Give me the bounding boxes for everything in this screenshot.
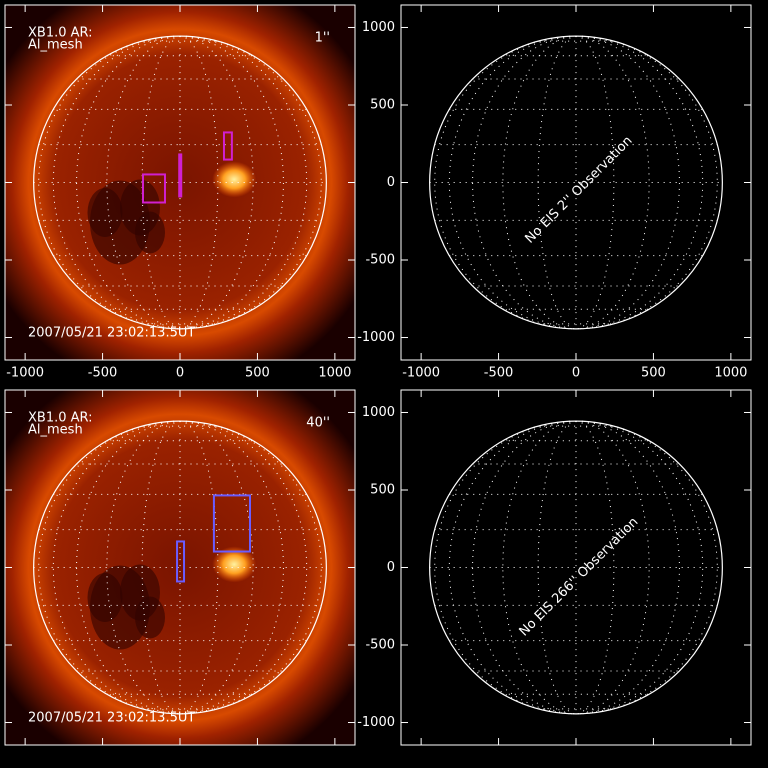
x-tick-label: 500: [245, 366, 270, 381]
y-tick-label: -500: [365, 638, 395, 653]
panel: No EIS 266'' Observation -1000 -500 0 500 100…: [357, 389, 752, 746]
longitude-line: [448, 420, 577, 715]
coronal-hole: [87, 188, 123, 237]
no-observation-note: No EIS 266'' Observation: [517, 515, 642, 640]
x-tick-label: -1000: [6, 366, 44, 381]
active-region: [212, 546, 257, 583]
y-tick-label: 1000: [362, 405, 395, 420]
wavelength-label: 1'': [315, 31, 330, 46]
y-tick-label: -1000: [357, 330, 395, 345]
coronal-hole: [135, 211, 165, 254]
wavelength-label: 40'': [306, 416, 330, 431]
panel: XB1.0 AR:Al_mesh 2007/05/21 23:02:13.5UT 4…: [4, 389, 356, 746]
fov-box: [141, 173, 166, 204]
y-tick-label: -500: [365, 253, 395, 268]
date: 2007/05/21 23:02:13.5UT: [28, 326, 195, 341]
heliographic-grid: [429, 35, 723, 330]
y-tick-label: 500: [370, 482, 395, 497]
fov-box: [176, 540, 186, 583]
longitude-line: [448, 35, 577, 330]
y-tick-label: 1000: [362, 20, 395, 35]
date: 2007/05/21 23:02:13.5UT: [28, 711, 195, 726]
heliographic-grid: [429, 420, 723, 715]
fov-box: [222, 131, 233, 161]
title: XB1.0 AR:: [28, 411, 93, 426]
no-observation-note: No EIS 2'' Observation: [522, 133, 635, 246]
x-tick-label: 0: [176, 366, 184, 381]
subtitle: Al_mesh: [28, 38, 83, 53]
solar-limb: [429, 420, 723, 715]
fov-box: [212, 494, 251, 553]
title: XB1.0 AR:: [28, 26, 93, 41]
solar-limb: [429, 35, 723, 330]
x-tick-label: -500: [484, 366, 514, 381]
heliographic-grid: [33, 420, 327, 715]
x-tick-label: -1000: [402, 366, 440, 381]
x-tick-label: 1000: [714, 366, 747, 381]
y-tick-label: 0: [387, 560, 395, 575]
y-tick-label: 500: [370, 97, 395, 112]
panel: No EIS 2'' Observation -1000 -500 0 500 1000 -…: [357, 4, 752, 381]
x-tick-label: 1000: [318, 366, 351, 381]
fov-box: [178, 153, 183, 198]
y-tick-label: 0: [387, 175, 395, 190]
x-tick-label: 500: [641, 366, 666, 381]
solar-limb: [33, 420, 327, 715]
active-region: [212, 161, 257, 198]
solar-limb: [33, 35, 327, 330]
heliographic-grid: [33, 35, 327, 330]
y-tick-label: -1000: [357, 715, 395, 730]
x-tick-label: 0: [572, 366, 580, 381]
panel: XB1.0 AR:Al_mesh 2007/05/21 23:02:13.5UT 1…: [4, 4, 356, 381]
subtitle: Al_mesh: [28, 423, 83, 438]
longitude-line: [434, 420, 577, 715]
coronal-hole: [87, 573, 123, 622]
coronal-hole: [135, 596, 165, 639]
x-tick-label: -500: [88, 366, 118, 381]
longitude-line: [434, 35, 577, 330]
